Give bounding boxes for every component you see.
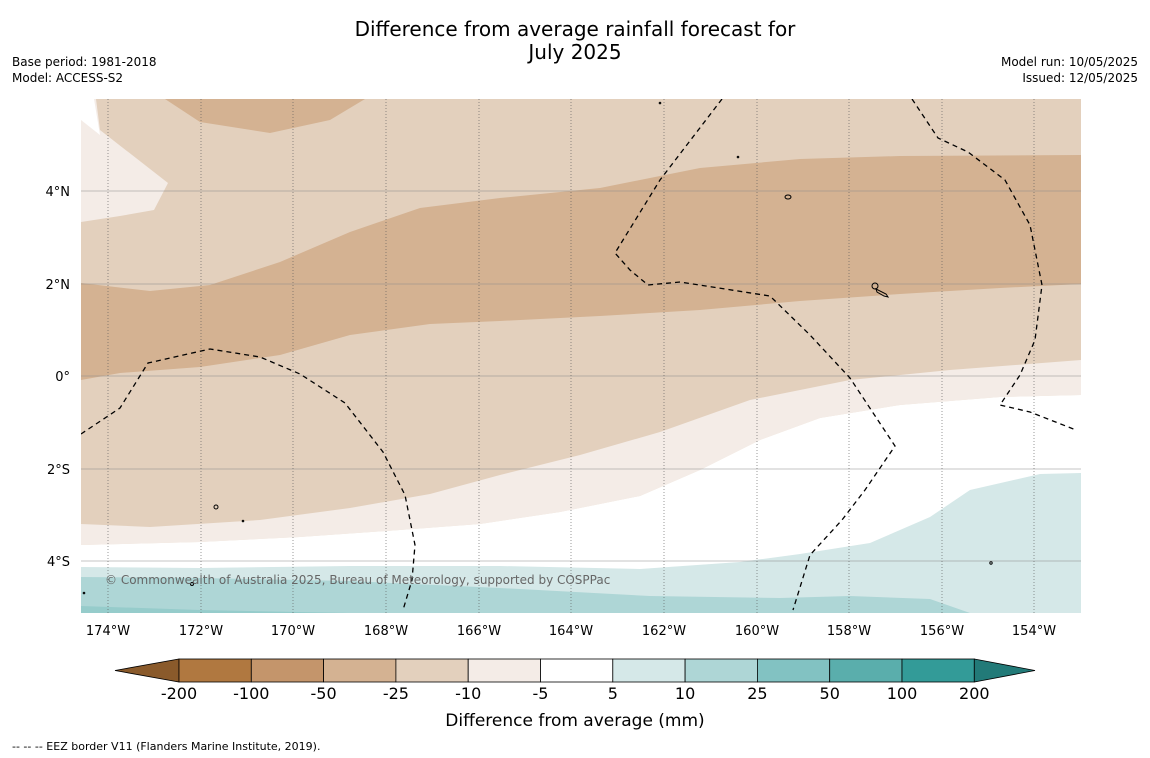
model-run-date: Model run: 10/05/2025 [1000, 55, 1138, 69]
lon-label: 166°W [457, 624, 501, 639]
lat-label: 4°N [46, 185, 71, 200]
model-info: Base period: 1981-2018 Model: ACCESS-S2 [12, 54, 157, 86]
colorbar-extend-low [114, 658, 180, 683]
latitude-labels: 4°N 2°N 0° 2°S 4°S [46, 185, 71, 570]
colorbar-tick-label: -25 [383, 684, 409, 703]
colorbar [114, 658, 1036, 683]
shade-white-top-left [81, 99, 100, 135]
colorbar-swatch [540, 658, 614, 683]
colorbar-swatch [901, 658, 975, 683]
title-line-1: Difference from average rainfall forecas… [354, 17, 796, 41]
colorbar-tick-label: -100 [233, 684, 269, 703]
colorbar-tick-labels: -200 -100 -50 -25 -10 -5 5 10 25 50 100 200 [161, 684, 990, 703]
colorbar-tick-label: -5 [533, 684, 549, 703]
shade-minus25-top [165, 99, 365, 133]
colorbar-swatch [612, 658, 686, 683]
shade-minus25-band [81, 155, 1081, 380]
colorbar-extend-high [973, 658, 1036, 683]
lon-label: 174°W [86, 624, 130, 639]
title-line-2: July 2025 [528, 40, 622, 64]
map-title: Difference from average rainfall forecas… [0, 18, 1150, 64]
shade-plus5-to-10 [81, 473, 1081, 613]
colorbar-swatch [323, 658, 397, 683]
colorbar-tick-label: 50 [820, 684, 840, 703]
lat-label: 0° [55, 370, 70, 385]
base-period: Base period: 1981-2018 [12, 55, 157, 69]
colorbar-swatch [178, 658, 252, 683]
latitude-gridlines [81, 190, 1081, 562]
colorbar-tick-label: 5 [608, 684, 618, 703]
copyright-notice: © Commonwealth of Australia 2025, Bureau… [105, 573, 610, 587]
lon-label: 160°W [735, 624, 779, 639]
colorbar-title: Difference from average (mm) [445, 711, 704, 731]
colorbar-swatch [467, 658, 541, 683]
lon-label: 164°W [549, 624, 593, 639]
colorbar-swatch [395, 658, 469, 683]
lon-label: 154°W [1012, 624, 1056, 639]
colorbar-swatch [829, 658, 903, 683]
lat-label: 4°S [47, 555, 70, 570]
shade-minus5-band [81, 360, 1081, 545]
lon-label: 168°W [364, 624, 408, 639]
run-info: Model run: 10/05/2025 Issued: 12/05/2025 [1001, 54, 1138, 86]
lon-label: 162°W [642, 624, 686, 639]
eez-footnote: -- -- -- EEZ border V11 (Flanders Marine… [12, 740, 321, 753]
lon-label: 172°W [179, 624, 223, 639]
colorbar-tick-label: 25 [747, 684, 767, 703]
colorbar-tick-label: 100 [887, 684, 918, 703]
map-area: © Commonwealth of Australia 2025, Bureau… [81, 99, 1081, 613]
colorbar-swatch [757, 658, 831, 683]
lon-label: 170°W [271, 624, 315, 639]
longitude-labels: 174°W 172°W 170°W 168°W 166°W 164°W 162°… [86, 624, 1056, 639]
lat-label: 2°S [47, 463, 70, 478]
shade-plus10-edge [81, 606, 350, 613]
colorbar-tick-label: -10 [455, 684, 481, 703]
islands [82, 101, 993, 595]
shade-plus10-to-25 [81, 577, 970, 613]
colorbar-tick-label: -200 [161, 684, 197, 703]
eez-borders [81, 99, 1077, 611]
colorbar-tick-label: 10 [675, 684, 695, 703]
colorbar-tick-label: 200 [959, 684, 990, 703]
colorbar-tick-label: -50 [311, 684, 337, 703]
issued-date: Issued: 12/05/2025 [1022, 71, 1138, 85]
colorbar-swatch [684, 658, 758, 683]
model-name: Model: ACCESS-S2 [12, 71, 124, 85]
lon-label: 158°W [827, 624, 871, 639]
lon-label: 156°W [920, 624, 964, 639]
lat-label: 2°N [46, 278, 71, 293]
colorbar-swatch [250, 658, 325, 683]
